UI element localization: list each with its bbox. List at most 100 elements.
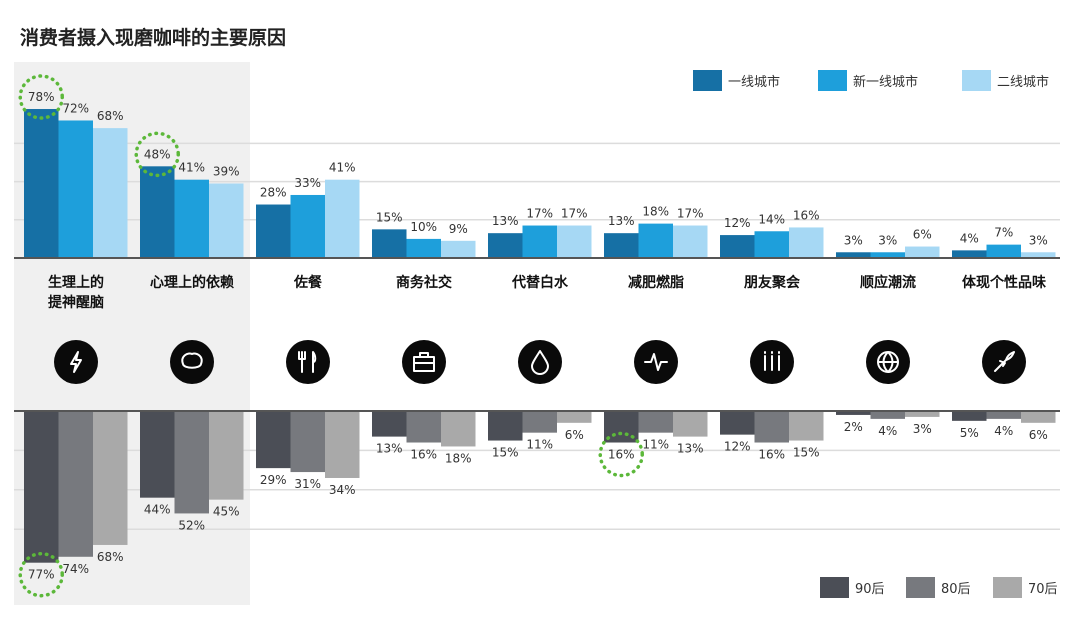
category-label: 生理上的提神醒脑 bbox=[48, 274, 104, 311]
data-label: 33% bbox=[294, 176, 321, 190]
data-label: 17% bbox=[677, 207, 704, 221]
bar-age-0-1 bbox=[140, 411, 175, 498]
legend-label: 一线城市 bbox=[728, 74, 780, 90]
data-label: 18% bbox=[445, 451, 472, 465]
data-label: 14% bbox=[758, 212, 785, 226]
data-label: 48% bbox=[144, 147, 171, 161]
legend-swatch bbox=[962, 70, 991, 91]
bar-age-1-2 bbox=[290, 411, 325, 473]
data-label: 17% bbox=[561, 207, 588, 221]
icon-circle bbox=[54, 340, 98, 384]
data-label: 17% bbox=[526, 207, 553, 221]
data-label: 6% bbox=[913, 228, 932, 242]
globe-icon-glyph bbox=[877, 351, 899, 373]
legend-swatch bbox=[993, 577, 1022, 598]
data-label: 10% bbox=[410, 220, 437, 234]
bar-age-1-3 bbox=[406, 411, 441, 443]
data-label: 16% bbox=[410, 448, 437, 462]
category-label: 朋友聚会 bbox=[743, 274, 801, 291]
bar-city-0-7 bbox=[836, 252, 871, 258]
bar-age-2-2 bbox=[325, 411, 360, 478]
bar-city-1-2 bbox=[290, 194, 325, 258]
category-label: 代替白水 bbox=[511, 274, 569, 291]
data-label: 4% bbox=[878, 424, 897, 438]
globe-icon bbox=[866, 340, 910, 384]
bar-age-0-0 bbox=[24, 411, 59, 563]
category-label: 减肥燃脂 bbox=[628, 274, 684, 291]
data-label: 15% bbox=[492, 446, 519, 460]
highlight-circle bbox=[598, 431, 644, 478]
data-label: 77% bbox=[28, 568, 55, 582]
data-label: 4% bbox=[994, 424, 1013, 438]
legend-label: 新一线城市 bbox=[853, 74, 918, 90]
legend-label: 80后 bbox=[941, 582, 971, 597]
category-line: 商务社交 bbox=[396, 274, 452, 291]
bar-city-0-5 bbox=[604, 233, 639, 258]
data-label: 13% bbox=[677, 442, 704, 456]
data-label: 34% bbox=[329, 483, 356, 497]
bar-age-2-0 bbox=[93, 411, 128, 545]
bar-city-2-7 bbox=[905, 246, 940, 258]
bar-city-2-0 bbox=[93, 128, 128, 258]
data-label: 68% bbox=[97, 109, 124, 123]
briefcase-icon-glyph bbox=[413, 352, 435, 372]
bar-city-2-2 bbox=[325, 179, 360, 258]
data-label: 52% bbox=[178, 518, 205, 532]
data-label: 15% bbox=[376, 210, 403, 224]
data-label: 13% bbox=[492, 214, 519, 228]
data-label: 13% bbox=[376, 442, 403, 456]
highlight-circle bbox=[18, 551, 64, 598]
data-label: 3% bbox=[1029, 233, 1048, 247]
data-label: 3% bbox=[844, 233, 863, 247]
bar-city-1-1 bbox=[174, 179, 209, 258]
bar-city-0-3 bbox=[372, 229, 407, 258]
legend-swatch bbox=[693, 70, 722, 91]
water-drop-icon-glyph bbox=[531, 350, 549, 375]
data-label: 6% bbox=[565, 428, 584, 442]
bar-city-0-6 bbox=[720, 235, 755, 258]
bar-age-2-6 bbox=[789, 411, 824, 441]
bar-age-2-4 bbox=[557, 411, 592, 423]
category-line: 朋友聚会 bbox=[743, 274, 801, 291]
bar-age-1-6 bbox=[754, 411, 789, 443]
bar-city-2-6 bbox=[789, 227, 824, 258]
category-label: 商务社交 bbox=[396, 274, 452, 291]
data-label: 11% bbox=[642, 438, 669, 452]
data-label: 16% bbox=[608, 448, 635, 462]
category-line: 顺应潮流 bbox=[860, 274, 916, 291]
data-label: 78% bbox=[28, 90, 55, 104]
category-label: 顺应潮流 bbox=[860, 274, 916, 291]
data-label: 3% bbox=[913, 422, 932, 436]
data-label: 41% bbox=[178, 161, 205, 175]
category-line: 心理上的依赖 bbox=[150, 274, 234, 291]
category-line: 佐餐 bbox=[293, 274, 323, 291]
category-label: 体现个性品味 bbox=[962, 274, 1046, 291]
category-line: 提神醒脑 bbox=[48, 294, 104, 311]
bar-city-1-8 bbox=[986, 244, 1021, 258]
fork-knife-icon bbox=[286, 340, 330, 384]
data-label: 12% bbox=[724, 440, 751, 454]
bar-city-1-0 bbox=[58, 120, 93, 258]
category-line: 减肥燃脂 bbox=[628, 274, 684, 291]
data-label: 15% bbox=[793, 446, 820, 460]
category-line: 体现个性品味 bbox=[962, 274, 1046, 291]
bar-age-0-3 bbox=[372, 411, 407, 437]
bar-age-0-8 bbox=[952, 411, 987, 421]
highlight-circle bbox=[18, 74, 64, 120]
data-label: 9% bbox=[449, 222, 468, 236]
legend-swatch bbox=[906, 577, 935, 598]
bar-age-1-8 bbox=[986, 411, 1021, 419]
icon-circle bbox=[170, 340, 214, 384]
brain-icon-glyph bbox=[181, 352, 203, 369]
legend-swatch bbox=[818, 70, 847, 91]
data-label: 39% bbox=[213, 165, 240, 179]
icon-circle bbox=[286, 340, 330, 384]
data-label: 28% bbox=[260, 186, 287, 200]
bar-city-2-8 bbox=[1021, 252, 1056, 258]
people-icon-glyph bbox=[764, 351, 780, 371]
bar-age-2-5 bbox=[673, 411, 708, 437]
bar-city-0-1 bbox=[140, 166, 175, 258]
data-label: 12% bbox=[724, 216, 751, 230]
bar-city-0-4 bbox=[488, 233, 523, 258]
